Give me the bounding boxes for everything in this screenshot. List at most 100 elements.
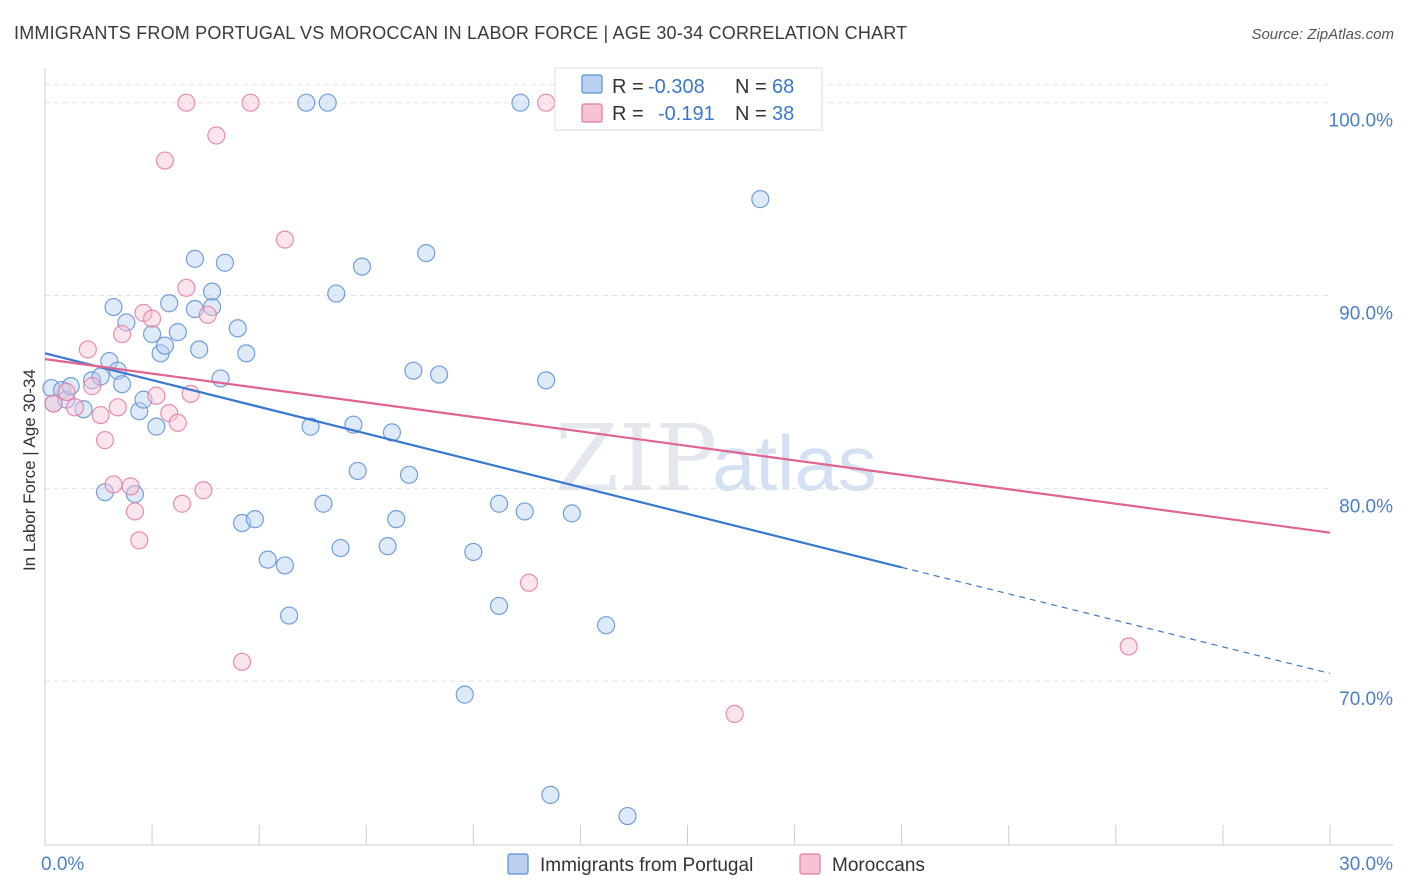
point-blue-64 bbox=[751, 190, 770, 209]
stats-n-value-2: 38 bbox=[772, 103, 794, 125]
y-tick-label: 90.0% bbox=[1339, 304, 1393, 325]
point-pink-4 bbox=[83, 377, 102, 396]
chart-title: IMMIGRANTS FROM PORTUGAL VS MOROCCAN IN … bbox=[14, 23, 907, 43]
point-pink-0 bbox=[44, 394, 63, 413]
point-pink-3 bbox=[78, 340, 97, 359]
point-pink-29 bbox=[519, 573, 539, 592]
point-pink-1 bbox=[57, 382, 76, 402]
point-pink-23 bbox=[194, 481, 213, 500]
point-blue-22 bbox=[168, 323, 187, 342]
point-blue-61 bbox=[562, 504, 581, 523]
y-tick-label: 70.0% bbox=[1339, 689, 1393, 710]
chart-source: Source: ZipAtlas.com bbox=[1251, 26, 1394, 43]
point-blue-39 bbox=[314, 494, 333, 513]
point-blue-49 bbox=[399, 465, 419, 484]
x-tick-labels: 0.0% 30.0% bbox=[41, 854, 1393, 875]
axes bbox=[44, 68, 1393, 846]
point-blue-33 bbox=[245, 510, 264, 529]
watermark: ZIP atlas bbox=[555, 405, 877, 512]
point-blue-60 bbox=[541, 785, 560, 804]
y-tick-label: 80.0% bbox=[1339, 496, 1393, 517]
trend-line-pink bbox=[44, 358, 1331, 534]
point-blue-44 bbox=[348, 461, 367, 481]
point-pink-19 bbox=[172, 494, 192, 513]
point-blue-20 bbox=[155, 336, 175, 355]
scatter-points bbox=[42, 93, 1138, 826]
point-blue-12 bbox=[112, 375, 132, 394]
point-blue-55 bbox=[489, 494, 509, 513]
legend-swatch-portugal bbox=[507, 853, 529, 875]
point-pink-15 bbox=[147, 386, 166, 405]
point-blue-52 bbox=[429, 365, 449, 384]
y-tick-label: 100.0% bbox=[1329, 111, 1394, 132]
y-tick-labels: 70.0% 80.0% 90.0% 100.0% bbox=[1329, 111, 1394, 710]
watermark-zip: ZIP bbox=[555, 405, 717, 512]
stats-r-label-2: R = bbox=[612, 103, 644, 125]
stats-n-value-1: 68 bbox=[772, 76, 794, 98]
point-blue-15 bbox=[130, 402, 149, 421]
point-blue-50 bbox=[404, 361, 423, 380]
point-blue-25 bbox=[190, 340, 209, 359]
point-blue-54 bbox=[464, 542, 483, 562]
stats-n-label-2: N = bbox=[735, 103, 767, 125]
point-pink-28 bbox=[275, 230, 294, 249]
point-pink-8 bbox=[108, 398, 127, 417]
trend-line-extension-blue bbox=[901, 566, 1331, 674]
point-pink-5 bbox=[91, 405, 110, 425]
x-tick-label: 0.0% bbox=[41, 854, 84, 875]
watermark-atlas: atlas bbox=[712, 419, 877, 507]
stats-r-value-2: -0.191 bbox=[658, 103, 715, 125]
point-blue-37 bbox=[297, 93, 316, 112]
stats-n-label-1: N = bbox=[735, 76, 767, 98]
point-pink-6 bbox=[95, 431, 115, 450]
point-blue-17 bbox=[142, 324, 162, 344]
point-blue-38 bbox=[301, 417, 320, 436]
legend: Immigrants from Portugal Moroccans bbox=[507, 853, 925, 876]
point-pink-2 bbox=[65, 398, 85, 417]
point-blue-23 bbox=[185, 249, 205, 268]
x-tick-label: 30.0% bbox=[1339, 854, 1393, 875]
point-blue-41 bbox=[327, 284, 346, 303]
y-axis-label: In Labor Force | Age 30-34 bbox=[20, 369, 39, 571]
point-pink-10 bbox=[121, 477, 140, 496]
point-pink-24 bbox=[198, 305, 217, 324]
point-blue-35 bbox=[275, 556, 294, 575]
point-blue-30 bbox=[228, 319, 247, 338]
point-pink-26 bbox=[232, 652, 252, 671]
stats-r-label-1: R = bbox=[612, 76, 644, 98]
point-blue-21 bbox=[160, 294, 179, 313]
grid-lines bbox=[45, 84, 1330, 682]
point-blue-40 bbox=[318, 93, 337, 112]
point-blue-59 bbox=[537, 371, 556, 390]
point-blue-10 bbox=[104, 297, 123, 317]
point-pink-25 bbox=[207, 126, 226, 145]
point-pink-7 bbox=[104, 475, 123, 494]
point-blue-56 bbox=[489, 596, 509, 616]
point-blue-42 bbox=[331, 538, 350, 558]
point-blue-45 bbox=[352, 257, 372, 276]
point-pink-30 bbox=[537, 93, 556, 112]
point-blue-36 bbox=[280, 606, 299, 625]
stats-swatch-pink bbox=[581, 103, 603, 123]
point-pink-12 bbox=[130, 531, 149, 550]
point-blue-46 bbox=[378, 537, 397, 556]
point-blue-48 bbox=[387, 510, 406, 529]
trend-line-blue bbox=[44, 352, 902, 569]
trend-lines bbox=[44, 352, 1331, 674]
point-blue-58 bbox=[515, 502, 534, 521]
point-pink-11 bbox=[125, 502, 145, 521]
stats-box: R = -0.308 N = 68 R = -0.191 N = 38 bbox=[554, 67, 823, 131]
point-pink-14 bbox=[142, 309, 162, 328]
point-blue-51 bbox=[417, 243, 436, 263]
point-pink-32 bbox=[1119, 637, 1138, 656]
point-blue-63 bbox=[618, 806, 637, 826]
point-blue-32 bbox=[237, 344, 256, 363]
stats-r-value-1: -0.308 bbox=[648, 76, 705, 98]
point-pink-31 bbox=[725, 704, 744, 723]
point-blue-26 bbox=[202, 282, 222, 301]
point-pink-9 bbox=[112, 324, 132, 344]
point-blue-34 bbox=[258, 550, 277, 569]
point-blue-13 bbox=[117, 313, 136, 332]
point-blue-18 bbox=[147, 417, 166, 436]
